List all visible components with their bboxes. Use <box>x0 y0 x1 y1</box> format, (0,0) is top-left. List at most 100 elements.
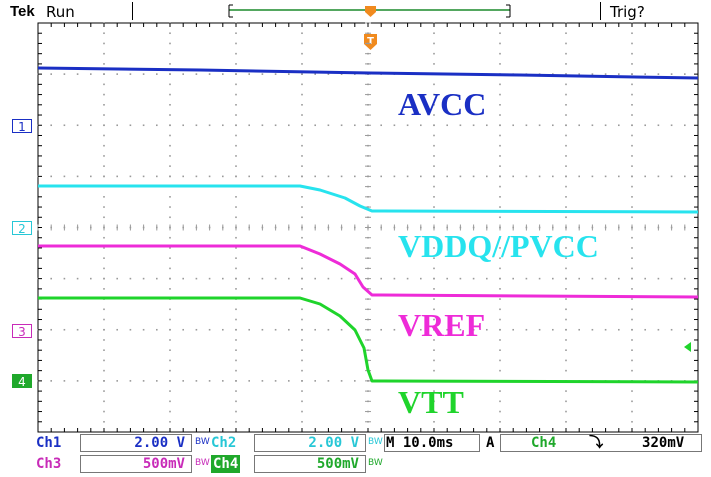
grid-dot <box>499 114 501 116</box>
grid-dot <box>684 175 686 178</box>
grid-dot <box>169 52 171 55</box>
ch4-scale[interactable]: 500mV <box>254 455 366 473</box>
grid-dot <box>565 104 567 106</box>
grid-dot <box>604 328 607 331</box>
grid-dot <box>103 420 105 423</box>
grid-dot <box>631 308 633 311</box>
grid-dot <box>499 196 501 198</box>
grid-dot <box>340 124 343 127</box>
grid-dot <box>565 298 567 300</box>
ch1-ground-marker[interactable]: 1 <box>12 119 32 134</box>
grid-dot <box>274 328 277 331</box>
ch3-ground-marker[interactable]: 3 <box>12 324 32 339</box>
grid-dot <box>301 83 303 86</box>
grid-dot <box>433 349 435 351</box>
timebase[interactable]: M 10.0ms <box>384 434 480 452</box>
ch4-trace <box>38 296 699 384</box>
grid-dot <box>499 277 501 280</box>
grid-dot <box>301 328 303 331</box>
grid-dot <box>406 277 409 280</box>
grid-dot <box>301 165 303 167</box>
grid-dot <box>657 175 660 178</box>
grid-dot <box>631 400 633 403</box>
grid-dot <box>631 390 633 392</box>
grid-dot <box>433 339 435 341</box>
trigger-status: Trig? <box>610 3 645 21</box>
ch4-bw-icon: BW <box>368 458 383 468</box>
ch4-name[interactable]: Ch4 <box>211 455 241 473</box>
ch3-scale[interactable]: 500mV <box>80 455 192 473</box>
grid-dot <box>235 144 237 147</box>
grid-dot <box>565 124 567 127</box>
grid-dot <box>129 328 132 331</box>
ch3-name[interactable]: Ch3 <box>36 456 62 472</box>
grid-dot <box>631 155 633 157</box>
grid-dot <box>420 277 422 280</box>
grid-dot <box>631 63 633 65</box>
grid-dot <box>169 73 171 75</box>
grid-dot <box>433 144 435 147</box>
ch1-trace <box>37 66 699 80</box>
trigger-readout[interactable]: Ch4 ⤵ 320mV <box>500 434 702 452</box>
trigger-level: 320mV <box>642 435 685 451</box>
grid-dot <box>486 175 488 178</box>
grid-dot <box>235 216 237 219</box>
grid-dot <box>433 298 435 300</box>
grid-dot <box>565 206 567 208</box>
grid-dot <box>433 134 435 137</box>
grid-dot <box>301 134 303 137</box>
grid-dot <box>433 277 435 280</box>
grid-dot <box>433 328 435 331</box>
grid-dot <box>235 104 237 106</box>
ch2-ground-marker[interactable]: 2 <box>12 221 32 236</box>
grid-dot <box>235 32 237 35</box>
grid-dot <box>644 175 646 178</box>
traces <box>37 66 699 384</box>
grid-dot <box>393 328 396 331</box>
grid-dot <box>433 83 435 86</box>
ch4-ground-marker[interactable]: 4 <box>12 374 32 389</box>
grid-dot <box>565 400 567 403</box>
grid-dot <box>103 83 105 86</box>
grid-dot <box>301 359 303 362</box>
grid-dot <box>169 32 171 35</box>
divider <box>132 2 133 20</box>
grid-dot <box>103 216 105 219</box>
grid-dot <box>222 277 224 280</box>
grid-dot <box>354 277 356 280</box>
ch1-scale[interactable]: 2.00 V <box>80 434 192 452</box>
trigger-t-icon: T <box>364 34 377 50</box>
ch1-name[interactable]: Ch1 <box>36 435 62 451</box>
ch2-scale[interactable]: 2.00 V <box>254 434 366 452</box>
grid-dot <box>50 175 52 178</box>
grid-dot <box>169 369 171 372</box>
grid-dot <box>182 124 184 127</box>
grid-dot <box>169 257 171 259</box>
grid-dot <box>116 277 118 280</box>
ch2-bw-icon: BW <box>368 437 383 447</box>
grid-dot <box>420 175 422 178</box>
grid-dot <box>301 257 303 259</box>
ch2-name[interactable]: Ch2 <box>211 435 237 451</box>
grid-dot <box>631 410 633 413</box>
grid-dot <box>235 93 237 96</box>
grid-dot <box>670 175 673 178</box>
grid-dot <box>499 359 501 362</box>
grid-dot <box>499 390 501 392</box>
grid-dot <box>433 42 435 45</box>
grid-dot <box>129 175 132 178</box>
grid-dot <box>169 175 171 178</box>
grid-dot <box>657 124 660 127</box>
grid-dot <box>499 257 501 259</box>
grid-dot <box>195 175 198 178</box>
grid-dot <box>222 175 224 178</box>
grid-dot <box>301 349 303 351</box>
grid-dot <box>90 175 92 178</box>
grid-dot <box>103 288 105 290</box>
grid-dot <box>486 124 488 127</box>
grid-dot <box>301 42 303 45</box>
grid-dot <box>208 328 211 331</box>
grid-dot <box>63 328 66 331</box>
grid-dot <box>103 32 105 35</box>
grid-dot <box>169 144 171 147</box>
